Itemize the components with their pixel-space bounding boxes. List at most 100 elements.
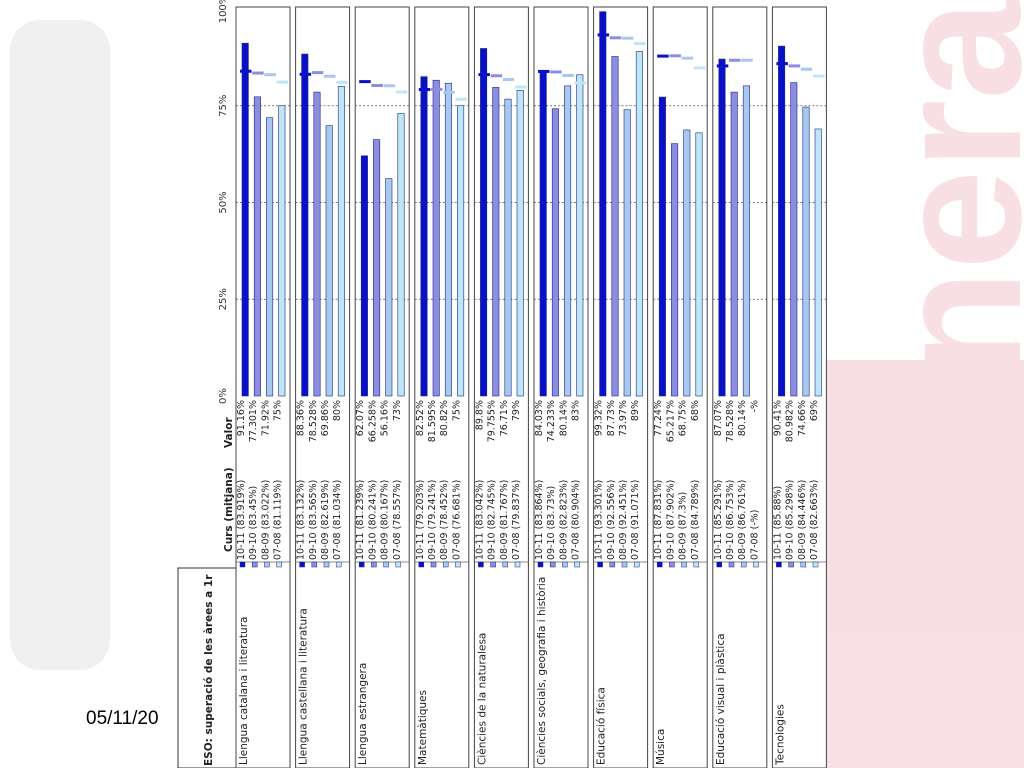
data-bar bbox=[457, 105, 465, 397]
data-bar bbox=[611, 56, 619, 397]
valor-label: 91.16% bbox=[236, 400, 247, 436]
value-tick-label: 75% bbox=[218, 95, 229, 117]
mean-marker bbox=[443, 90, 455, 94]
legend-swatch bbox=[633, 561, 640, 568]
mean-marker bbox=[681, 56, 694, 60]
column-curs-header: Curs (mitjana) bbox=[223, 467, 235, 552]
valor-label: 77.301% bbox=[248, 400, 259, 442]
legend-swatch bbox=[693, 561, 700, 568]
mean-marker bbox=[515, 85, 527, 89]
valor-label: 73.97% bbox=[618, 400, 629, 436]
data-bar bbox=[576, 74, 584, 397]
subject-label: Matemàtiques bbox=[417, 690, 429, 765]
data-bar bbox=[373, 139, 381, 397]
data-bar bbox=[325, 125, 333, 397]
curs-label: 10-11 (93.301%) bbox=[594, 480, 605, 560]
watermark-gray-lettering bbox=[10, 20, 110, 670]
curs-label: 08-09 (84.446%) bbox=[797, 480, 808, 560]
data-bar bbox=[492, 87, 500, 397]
subject-panel: Música 10-11 (87.831%) 77.24% 09-10 (87.902… bbox=[652, 6, 708, 768]
data-bar bbox=[397, 113, 405, 397]
legend-swatch bbox=[276, 561, 282, 568]
data-bar bbox=[266, 117, 274, 397]
legend-swatch bbox=[299, 561, 305, 568]
legend-swatch bbox=[358, 561, 365, 568]
value-tick-label: 50% bbox=[218, 191, 229, 213]
curs-label: 10-11 (83.132%) bbox=[296, 480, 307, 560]
legend-swatch bbox=[311, 561, 318, 568]
valor-label: 76.71% bbox=[499, 400, 510, 436]
mean-marker bbox=[716, 64, 729, 68]
curs-label: 08-09 (80.167%) bbox=[380, 480, 391, 560]
curs-label: 07-08 (80.904%) bbox=[571, 480, 582, 560]
subject-label: Llengua castellana i literatura bbox=[298, 608, 310, 765]
mean-marker bbox=[252, 71, 264, 75]
legend-swatch bbox=[812, 561, 819, 568]
curs-label: 09-10 (83.73%) bbox=[546, 486, 557, 560]
legend-swatch bbox=[478, 561, 484, 568]
valor-label: 99.32% bbox=[594, 400, 605, 436]
mean-marker bbox=[502, 78, 515, 82]
legend-swatch bbox=[669, 561, 675, 568]
legend-swatch bbox=[800, 561, 807, 568]
curs-label: 07-08 (91.071%) bbox=[630, 480, 641, 560]
data-bar bbox=[385, 178, 393, 397]
data-bar bbox=[278, 105, 286, 397]
mean-marker bbox=[418, 87, 431, 91]
subject-label: Llengua catalana i literatura bbox=[238, 617, 250, 765]
data-bar bbox=[241, 42, 249, 397]
legend-swatch bbox=[418, 561, 425, 568]
data-bar bbox=[599, 11, 607, 397]
table-title: ESO: superació de les àrees a 1r bbox=[203, 574, 215, 766]
curs-label: 09-10 (92.556%) bbox=[606, 480, 617, 560]
curs-label: 07-08 (82.663%) bbox=[809, 480, 820, 560]
curs-label: 10-11 (85.88%) bbox=[772, 486, 783, 560]
legend-swatch bbox=[562, 561, 568, 568]
valor-label: 69% bbox=[809, 400, 820, 421]
valor-label: 65.217% bbox=[665, 400, 676, 442]
legend-swatch bbox=[656, 561, 663, 568]
legend-swatch bbox=[537, 561, 544, 568]
data-bar bbox=[790, 82, 798, 397]
curs-label: 09-10 (80.241%) bbox=[367, 480, 378, 560]
data-bar bbox=[742, 85, 750, 397]
legend-swatch bbox=[574, 561, 580, 568]
legend-swatch bbox=[383, 561, 389, 568]
curs-label: 09-10 (83.45%) bbox=[248, 486, 259, 560]
valor-label: 77.24% bbox=[653, 400, 664, 436]
legend-swatch bbox=[716, 561, 723, 568]
value-tick-label: 100% bbox=[218, 0, 229, 23]
mean-marker bbox=[371, 83, 383, 87]
value-tick-label: 25% bbox=[218, 288, 229, 310]
mean-marker bbox=[729, 58, 741, 62]
slide-date: 05/11/20 bbox=[86, 708, 159, 729]
curs-label: 10-11 (85.291%) bbox=[713, 480, 724, 560]
mean-marker bbox=[336, 80, 348, 84]
valor-label: 87.73% bbox=[606, 400, 617, 436]
mean-marker bbox=[574, 81, 587, 85]
curs-label: 10-11 (79.203%) bbox=[415, 480, 426, 560]
valor-label: 83% bbox=[571, 400, 582, 421]
curs-label: 09-10 (87.902%) bbox=[665, 480, 676, 560]
mean-marker bbox=[550, 70, 562, 74]
data-bar bbox=[432, 79, 440, 397]
mean-marker bbox=[431, 87, 443, 91]
subject-label: Música bbox=[655, 729, 667, 765]
valor-label: 80.14% bbox=[558, 400, 569, 436]
data-bar bbox=[623, 109, 631, 397]
data-bar bbox=[253, 96, 261, 397]
mean-marker bbox=[324, 74, 336, 78]
curs-label: 10-11 (87.831%) bbox=[653, 480, 664, 560]
valor-label: 68.75% bbox=[678, 400, 689, 436]
valor-label: 81.595% bbox=[427, 400, 438, 442]
legend-swatch bbox=[395, 561, 402, 568]
data-bar bbox=[504, 98, 512, 397]
mean-marker bbox=[800, 67, 813, 71]
curs-label: 10-11 (81.239%) bbox=[355, 480, 366, 560]
valor-label: 74.233% bbox=[546, 400, 557, 442]
valor-label: 80.82% bbox=[439, 400, 450, 436]
mean-marker bbox=[359, 80, 371, 84]
data-bar bbox=[551, 108, 559, 397]
valor-label: 79.755% bbox=[487, 400, 498, 442]
subject-panel: Llengua estrangera 10-11 (81.239%) 62.07% 0… bbox=[354, 6, 410, 768]
